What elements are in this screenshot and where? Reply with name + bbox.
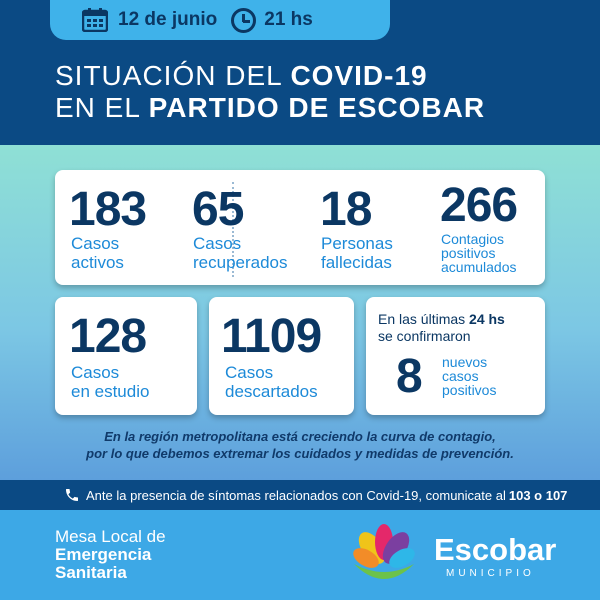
title-line1-bold: COVID-19 [290, 60, 428, 91]
title-line2-light: EN EL [55, 92, 149, 123]
ultimas-line2: se confirmaron [378, 328, 471, 344]
date-text: 12 de junio [118, 9, 218, 30]
note-line1: En la región metropolitana está creciend… [104, 429, 496, 444]
stat-estudio-label2: en estudio [71, 382, 150, 401]
stat-acumulados-value: 266 [440, 179, 518, 232]
calendar-icon [82, 8, 108, 32]
note-line2: por lo que debemos extremar los cuidados… [86, 446, 514, 461]
phone-text: Ante la presencia de síntomas relacionad… [86, 487, 506, 503]
escobar-flower-logo-icon [353, 524, 415, 579]
phone-icon [66, 489, 78, 501]
stat-descartados-label2: descartados [225, 382, 318, 401]
stats-card-ultimas: En las últimas 24 hs se confirmaron 8 nu… [366, 297, 545, 415]
stats-card-estudio: 128 Casos en estudio [55, 297, 197, 415]
time-text: 21 hs [264, 9, 313, 30]
ultimas-line1: En las últimas 24 hs [378, 311, 505, 327]
clock-icon [231, 7, 257, 33]
stat-estudio-label1: Casos [71, 363, 120, 382]
stat-ultimas-label2: casos [442, 368, 479, 384]
stat-activos-label2: activos [71, 253, 124, 272]
page-title: SITUACIÓN DEL COVID-19 EN EL PARTIDO DE … [55, 60, 485, 124]
info-note: En la región metropolitana está creciend… [0, 428, 600, 462]
stat-acumulados-label1: Contagios [441, 231, 505, 247]
mesa-line2: Emergencia [55, 545, 152, 564]
mesa-local: Mesa Local de Emergencia Sanitaria [55, 528, 166, 582]
stat-fallecidas-value: 18 [320, 183, 372, 236]
stat-divider [232, 182, 234, 277]
ultimas-line1-bold: 24 hs [469, 311, 505, 327]
header: 12 de junio 21 hs SITUACIÓN DEL COVID-19… [0, 0, 600, 145]
stat-descartados-value: 1109 [221, 310, 322, 363]
stats-card-descartados: 1109 Casos descartados [209, 297, 354, 415]
stat-recuperados-label1: Casos [193, 234, 242, 253]
mesa-line1: Mesa Local de [55, 527, 166, 546]
stat-activos-label1: Casos [71, 234, 120, 253]
stats-card-top: 183 Casos activos 65 Casos recuperados 1… [55, 170, 545, 285]
stat-estudio-value: 128 [69, 310, 147, 363]
ultimas-line1-text: En las últimas [378, 311, 470, 327]
brand-name: Escobar [434, 532, 557, 567]
phone-bar: Ante la presencia de síntomas relacionad… [0, 480, 600, 510]
title-line2-bold: PARTIDO DE ESCOBAR [148, 92, 486, 123]
stat-fallecidas-label2: fallecidas [321, 253, 392, 272]
phone-numbers: 103 o 107 [508, 487, 568, 503]
stat-ultimas-label1: nuevos [442, 354, 488, 370]
footer: Mesa Local de Emergencia Sanitaria Escob… [0, 510, 600, 600]
stat-recuperados-value: 65 [192, 183, 244, 236]
stat-recuperados-label2: recuperados [193, 253, 288, 272]
brand-subtitle: MUNICIPIO [446, 568, 535, 579]
stat-acumulados-label2: positivos [441, 245, 496, 261]
stat-fallecidas-label1: Personas [321, 234, 393, 253]
stat-acumulados-label3: acumulados [441, 259, 517, 275]
stat-activos-value: 183 [69, 183, 147, 236]
title-line1-light: SITUACIÓN DEL [55, 60, 291, 91]
stat-ultimas-value: 8 [396, 350, 423, 403]
mesa-line3: Sanitaria [55, 563, 127, 582]
stat-descartados-label1: Casos [225, 363, 274, 382]
stat-ultimas-label3: positivos [442, 382, 497, 398]
date-bar: 12 de junio 21 hs [50, 0, 390, 40]
